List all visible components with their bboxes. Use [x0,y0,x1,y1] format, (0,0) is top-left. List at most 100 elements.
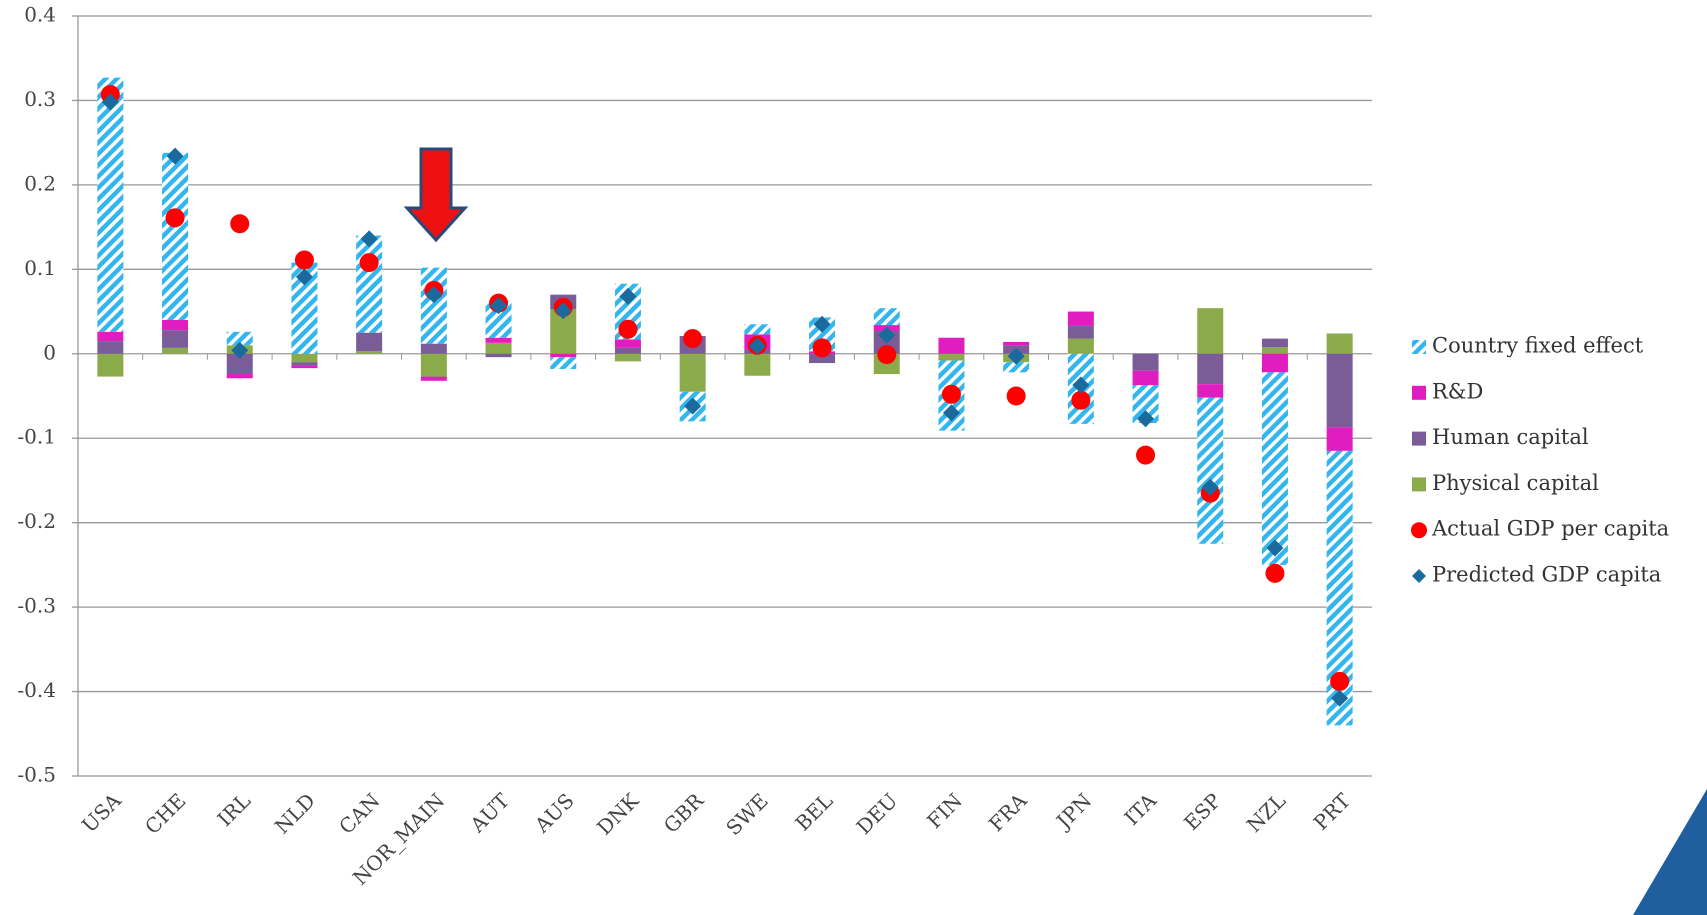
bar-segment [97,353,124,377]
point-predicted [1007,347,1025,365]
bar-segment [162,152,189,320]
bar-segment [356,332,383,352]
x-tick-label: SWE [721,788,773,840]
legend-swatch [1411,522,1427,539]
legend-swatch [1412,477,1426,492]
x-tick-label: BEL [790,788,837,835]
x-tick-label: NZL [1242,788,1291,837]
bar-segment [1067,325,1094,339]
bar-segment [1003,341,1030,346]
point-predicted [166,147,184,165]
bar-segment [420,353,447,377]
y-tick-label: -0.1 [17,425,56,449]
bar-segment [162,330,189,348]
point-predicted [878,326,896,344]
bar-segment [226,374,253,379]
point-actual [1330,671,1350,691]
bar-segment [226,353,253,375]
bar-segment [485,353,512,358]
point-actual [618,319,638,339]
bar-segment [1067,338,1094,354]
point-actual [294,250,314,270]
bar-segment [873,308,900,326]
bar-segment [1197,397,1224,544]
bar-segment [744,353,771,376]
y-tick-label: -0.5 [17,763,56,787]
bar-segment [744,324,771,335]
bar-segment [1326,353,1353,428]
point-predicted [1072,376,1090,394]
bar-segment [1326,333,1353,354]
x-tick-label: GBR [659,788,709,838]
point-actual [165,208,185,228]
point-actual [1071,390,1091,410]
bar-segment [162,347,189,354]
bar-segment [291,365,318,369]
point-predicted [1331,689,1349,707]
bar-segment [1261,353,1288,373]
bar-segment [1132,353,1159,371]
y-tick-label: -0.2 [17,509,56,533]
legend-swatch [1412,431,1426,446]
point-predicted [619,287,637,305]
bar-segment [1197,384,1224,398]
bar-segment [420,376,447,381]
bar-segment [550,353,577,358]
point-actual [230,214,250,234]
x-tick-label: FRA [984,788,1032,836]
point-predicted [231,341,249,359]
point-predicted [425,286,443,304]
point-predicted [684,397,702,415]
point-predicted [490,297,508,315]
y-tick-label: 0.2 [24,171,56,195]
x-tick-label: DEU [852,788,903,839]
annotation-arrow [403,147,469,243]
point-predicted [1266,539,1284,557]
x-tick-label: AUS [529,788,578,837]
y-tick-label: 0.3 [24,87,56,111]
point-actual [941,384,961,404]
point-actual [877,345,897,365]
point-actual [1006,386,1026,406]
x-tick-label: DNK [592,788,644,840]
point-actual [683,329,703,349]
x-tick-label: JPN [1050,788,1096,834]
legend-swatch [1412,340,1426,354]
point-actual [812,338,832,358]
bar-segment [291,353,318,363]
bar-segment [550,357,577,369]
point-predicted [101,93,119,111]
bar-segment [97,331,124,342]
bar-segment [1326,427,1353,451]
bar-segment [1003,362,1030,373]
bar-segment [356,235,383,333]
point-predicted [813,315,831,333]
x-tick-label: ESP [1179,788,1226,835]
bar-segment [485,342,512,354]
point-predicted [295,268,313,286]
bar-segment [1261,347,1288,354]
bar-segment [938,353,965,361]
legend-swatch [1412,569,1426,583]
point-predicted [554,302,572,320]
bar-segment [809,353,836,364]
bar-segment [291,362,318,366]
legend-label: Predicted GDP capita [1432,563,1661,587]
x-tick-label: CAN [334,788,384,838]
point-predicted [1137,410,1155,428]
legend-label: Physical capital [1432,471,1599,495]
legend-label: R&D [1432,379,1483,403]
bar-segment [97,341,124,354]
bar-segment [1067,311,1094,326]
y-tick-label: 0.1 [24,256,56,280]
x-tick-label: AUT [465,788,515,838]
x-tick-label: PRT [1309,788,1356,835]
legend-label: Human capital [1432,425,1589,449]
x-tick-label: IRL [213,788,256,831]
bar-segment [356,351,383,354]
point-predicted [1201,478,1219,496]
legend-label: Actual GDP per capita [1431,517,1669,541]
point-actual [1136,445,1156,465]
corner-decoration [1633,789,1707,915]
x-tick-label: USA [77,788,126,837]
